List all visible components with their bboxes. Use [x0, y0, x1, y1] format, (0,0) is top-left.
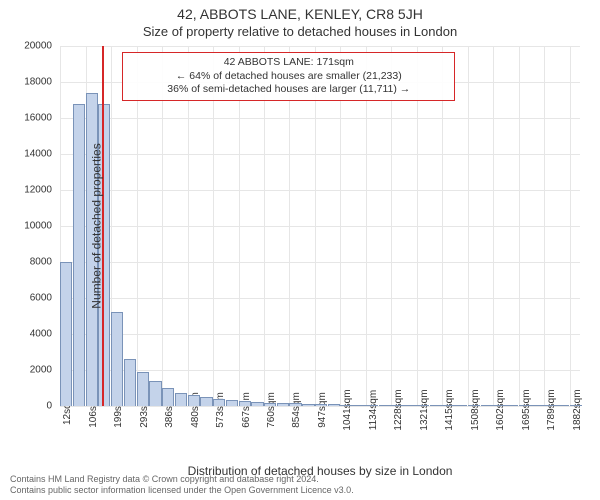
histogram-bar — [188, 395, 200, 406]
y-tick-label: 10000 — [24, 221, 52, 232]
histogram-bar — [264, 403, 276, 406]
callout-line1: 42 ABBOTS LANE: 171sqm — [131, 56, 446, 70]
y-tick-label: 4000 — [30, 329, 52, 340]
histogram-bar — [570, 405, 582, 406]
histogram-bar — [506, 405, 518, 406]
histogram-bar — [340, 405, 352, 406]
histogram-bar — [353, 405, 365, 406]
page-title-line2: Size of property relative to detached ho… — [0, 22, 600, 39]
histogram-bar — [111, 312, 123, 406]
callout-line2: ← 64% of detached houses are smaller (21… — [131, 70, 446, 84]
histogram-bar — [251, 402, 263, 406]
property-callout: 42 ABBOTS LANE: 171sqm← 64% of detached … — [122, 52, 455, 101]
y-tick-label: 6000 — [30, 293, 52, 304]
histogram-bar — [442, 405, 454, 406]
y-tick-label: 12000 — [24, 185, 52, 196]
histogram-bar — [124, 359, 136, 406]
histogram-bar — [328, 404, 340, 406]
histogram-bar — [455, 405, 467, 406]
y-axis-label: Number of detached properties — [90, 143, 104, 308]
y-tick-label: 18000 — [24, 77, 52, 88]
histogram-bar — [366, 405, 378, 406]
histogram-bar — [404, 405, 416, 406]
callout-line3: 36% of semi-detached houses are larger (… — [131, 83, 446, 97]
histogram-bar — [391, 405, 403, 406]
histogram-bar — [213, 399, 225, 406]
y-tick-label: 0 — [46, 401, 52, 412]
histogram-bar — [379, 405, 391, 406]
histogram-bar — [531, 405, 543, 406]
histogram-bar — [519, 405, 531, 406]
histogram-bar — [315, 404, 327, 406]
histogram-bar — [200, 397, 212, 406]
histogram-bar — [60, 262, 72, 406]
histogram-bar — [277, 403, 289, 406]
histogram-bar — [226, 400, 238, 406]
footer-line1: Contains HM Land Registry data © Crown c… — [10, 474, 590, 485]
histogram-bar — [73, 104, 85, 406]
histogram-bar — [289, 403, 301, 406]
histogram-bar — [137, 372, 149, 406]
y-tick-label: 14000 — [24, 149, 52, 160]
y-tick-label: 16000 — [24, 113, 52, 124]
chart-area: 0200040006000800010000120001400016000180… — [60, 46, 580, 406]
footer-attribution: Contains HM Land Registry data © Crown c… — [10, 474, 590, 497]
histogram-bar — [175, 393, 187, 407]
histogram-bar — [430, 405, 442, 406]
histogram-bar — [302, 404, 314, 406]
footer-line2: Contains public sector information licen… — [10, 485, 590, 496]
page-title-line1: 42, ABBOTS LANE, KENLEY, CR8 5JH — [0, 0, 600, 22]
histogram-bar — [481, 405, 493, 406]
histogram-bar — [162, 388, 174, 406]
histogram-bar — [493, 405, 505, 406]
histogram-bar — [544, 405, 556, 406]
y-tick-label: 20000 — [24, 41, 52, 52]
histogram-bar — [239, 401, 251, 406]
y-tick-label: 2000 — [30, 365, 52, 376]
y-tick-label: 8000 — [30, 257, 52, 268]
histogram-bar — [468, 405, 480, 406]
histogram-bar — [557, 405, 569, 406]
histogram-bar — [149, 381, 161, 406]
histogram-bar — [417, 405, 429, 406]
